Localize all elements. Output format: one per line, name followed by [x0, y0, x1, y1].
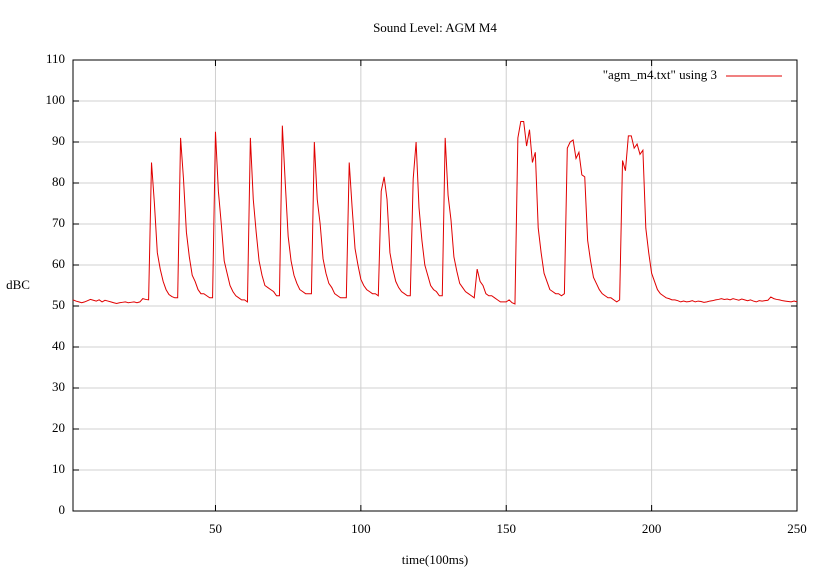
- x-tick-label: 250: [787, 521, 807, 536]
- y-tick-label: 110: [46, 51, 65, 66]
- x-tick-label: 50: [209, 521, 222, 536]
- y-tick-label: 30: [52, 379, 65, 394]
- y-tick-label: 100: [46, 92, 66, 107]
- y-tick-label: 40: [52, 338, 65, 353]
- y-tick-label: 50: [52, 297, 65, 312]
- x-tick-label: 150: [496, 521, 516, 536]
- y-tick-label: 0: [59, 502, 66, 517]
- data-line: [72, 121, 798, 305]
- chart-title: Sound Level: AGM M4: [373, 20, 497, 35]
- plot-border: [72, 59, 798, 512]
- x-axis-label: time(100ms): [402, 552, 468, 567]
- y-tick-label: 20: [52, 420, 65, 435]
- y-tick-label: 60: [52, 256, 65, 271]
- y-tick-label: 10: [52, 461, 65, 476]
- y-tick-label: 90: [52, 133, 65, 148]
- y-axis-label: dBC: [6, 277, 30, 292]
- legend-label: "agm_m4.txt" using 3: [603, 67, 717, 82]
- y-tick-label: 70: [52, 215, 65, 230]
- x-tick-label: 200: [642, 521, 662, 536]
- x-tick-label: 100: [351, 521, 371, 536]
- y-tick-label: 80: [52, 174, 65, 189]
